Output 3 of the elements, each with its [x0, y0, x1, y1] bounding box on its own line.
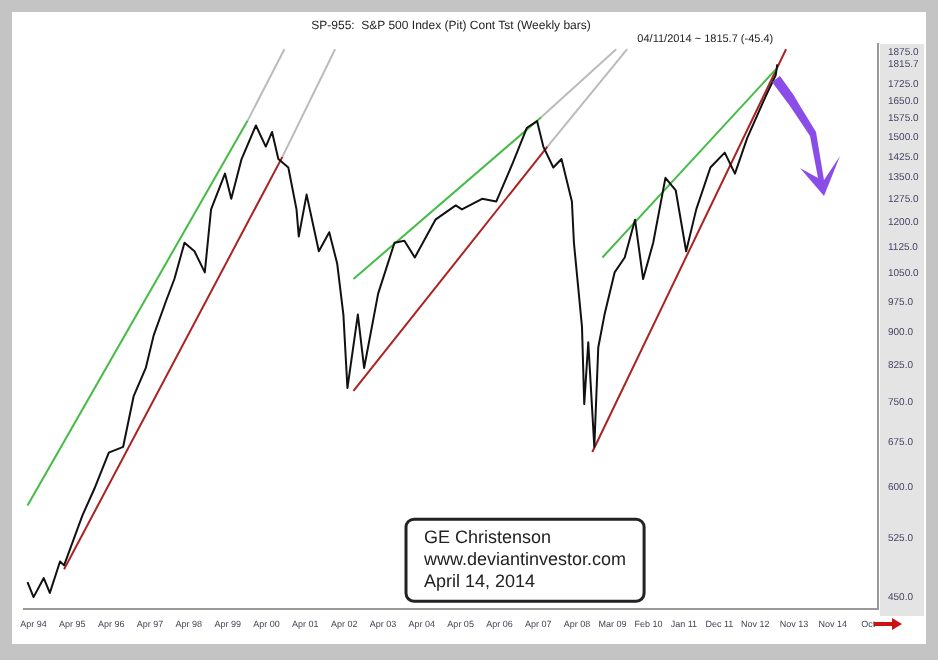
annotation: www.deviantinvestor.com	[422, 549, 627, 570]
annotation: April 14, 2014	[424, 571, 536, 592]
annotation: GE Christenson	[424, 527, 552, 548]
